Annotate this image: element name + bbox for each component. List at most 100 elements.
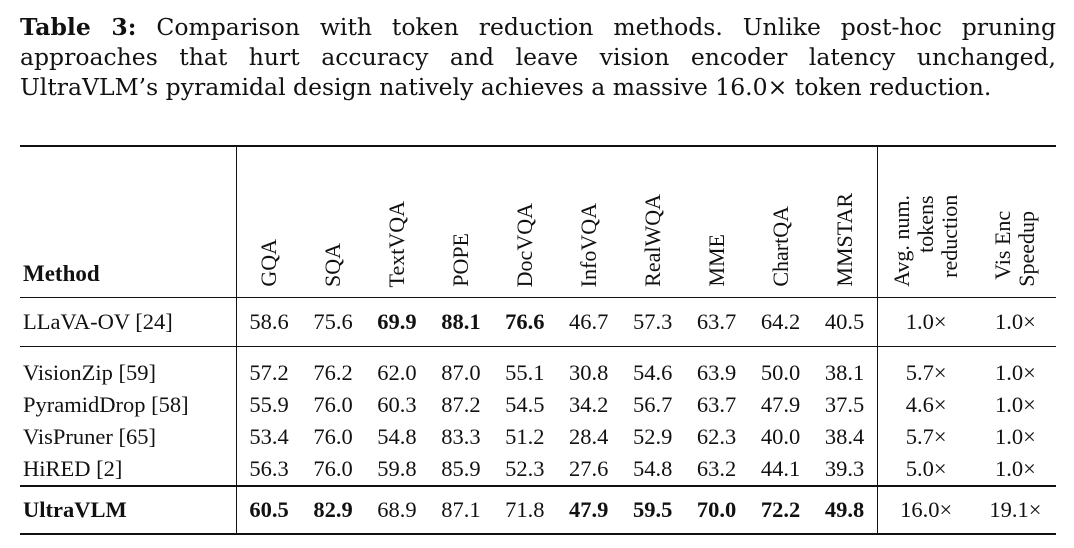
- table-row: HiRED [2] 56.3 76.0 59.8 85.9 52.3 27.6 54.8 63.…: [20, 453, 1056, 486]
- score-cell: 76.0: [313, 392, 353, 417]
- score-cell: 50.0: [760, 360, 801, 385]
- table-row: PyramidDrop [58] 55.9 76.0 60.3 87.2 54.5 34.2…: [20, 389, 1056, 421]
- reduction-cell: 4.6×: [905, 392, 947, 417]
- score-cell: 39.3: [812, 453, 878, 486]
- header-row: Method GQA SQA TextVQA POPE DocVQA InfoV…: [20, 146, 1056, 298]
- table-row: VisPruner [65] 53.4 76.0 54.8 83.3 51.2 28.4 52…: [20, 421, 1056, 453]
- col-header-docvqa: DocVQA: [511, 202, 537, 287]
- score-cell: 54.8: [377, 424, 417, 449]
- score-cell: 63.7: [696, 309, 737, 334]
- score-cell: 40.0: [760, 424, 801, 449]
- score-cell: 63.2: [696, 456, 737, 481]
- score-cell: 51.2: [505, 424, 545, 449]
- speedup-cell: 1.0×: [995, 309, 1036, 334]
- score-cell: 54.6: [632, 360, 673, 385]
- method-cell: HiRED [2]: [20, 453, 237, 486]
- score-cell: 55.9: [249, 392, 289, 417]
- score-cell: 57.3: [632, 309, 673, 334]
- col-header-chartqa: ChartQA: [767, 206, 793, 287]
- score-cell: 46.7: [569, 309, 609, 334]
- score-cell: 62.3: [696, 424, 737, 449]
- speedup-cell: 1.0×: [995, 360, 1036, 385]
- score-cell: 76.0: [313, 456, 353, 481]
- score-cell: 69.9: [377, 309, 417, 334]
- table-caption: Table 3: Comparison with token reduction…: [20, 12, 1056, 102]
- score-cell: 57.2: [249, 360, 289, 385]
- method-header: Method: [20, 146, 237, 298]
- caption-text: Comparison with token reduction methods.…: [20, 13, 1057, 101]
- speedup-cell: 1.0×: [995, 392, 1036, 417]
- score-cell: 56.3: [249, 456, 289, 481]
- score-cell: 68.9: [377, 497, 417, 522]
- table-row: LLaVA-OV [24] 58.6 75.6 69.9 88.1 76.6 46.7 57.…: [20, 297, 1056, 347]
- score-cell: 76.2: [313, 360, 353, 385]
- table-row: UltraVLM 60.5 82.9 68.9 87.1 71.8 47.9 59.5 70.0…: [20, 486, 1056, 534]
- col-header-textvqa: TextVQA: [383, 200, 409, 287]
- score-cell: 72.2: [760, 497, 801, 522]
- score-cell: 40.5: [812, 297, 878, 347]
- score-cell: 30.8: [569, 360, 609, 385]
- score-cell: 64.2: [760, 309, 801, 334]
- col-header-token-reduction: Avg. num. tokens reduction: [889, 195, 963, 287]
- comparison-table: Method GQA SQA TextVQA POPE DocVQA InfoV…: [20, 145, 1056, 535]
- score-cell: 87.1: [441, 497, 481, 522]
- method-cell: LLaVA-OV [24]: [20, 297, 237, 347]
- col-header-realwqa: RealWQA: [639, 194, 665, 287]
- score-cell: 63.9: [696, 360, 737, 385]
- col-header-pope: POPE: [447, 233, 473, 287]
- score-cell: 70.0: [696, 497, 737, 522]
- col-header-infovqa: InfoVQA: [575, 202, 601, 287]
- score-cell: 37.5: [812, 389, 878, 421]
- score-cell: 60.3: [377, 392, 417, 417]
- score-cell: 71.8: [505, 497, 545, 522]
- score-cell: 44.1: [760, 456, 801, 481]
- score-cell: 76.0: [313, 424, 353, 449]
- score-cell: 60.5: [249, 497, 289, 522]
- score-cell: 47.9: [760, 392, 801, 417]
- caption-label: Table 3:: [20, 13, 137, 41]
- score-cell: 38.4: [812, 421, 878, 453]
- score-cell: 54.8: [632, 456, 673, 481]
- method-cell: UltraVLM: [20, 486, 237, 534]
- reduction-cell: 5.7×: [905, 424, 947, 449]
- table-row: VisionZip [59] 57.2 76.2 62.0 87.0 55.1 30.8 54…: [20, 346, 1056, 389]
- method-cell: VisPruner [65]: [20, 421, 237, 453]
- score-cell: 52.9: [632, 424, 673, 449]
- score-cell: 59.8: [377, 456, 417, 481]
- score-cell: 63.7: [696, 392, 737, 417]
- reduction-cell: 16.0×: [900, 497, 953, 522]
- score-cell: 83.3: [441, 424, 481, 449]
- score-cell: 88.1: [441, 309, 481, 334]
- method-cell: VisionZip [59]: [20, 346, 237, 389]
- score-cell: 82.9: [313, 497, 353, 522]
- col-header-mmstar: MMSTAR: [812, 146, 878, 298]
- score-cell: 55.1: [505, 360, 545, 385]
- score-cell: 59.5: [632, 497, 673, 522]
- score-cell: 53.4: [249, 424, 289, 449]
- score-cell: 62.0: [377, 360, 417, 385]
- score-cell: 58.6: [249, 309, 289, 334]
- reduction-cell: 1.0×: [905, 309, 947, 334]
- score-cell: 52.3: [505, 456, 545, 481]
- score-cell: 85.9: [441, 456, 481, 481]
- col-header-gqa: GQA: [256, 239, 282, 287]
- score-cell: 34.2: [569, 392, 609, 417]
- score-cell: 47.9: [569, 497, 609, 522]
- score-cell: 56.7: [632, 392, 673, 417]
- score-cell: 87.2: [441, 392, 481, 417]
- score-cell: 75.6: [313, 309, 353, 334]
- speedup-cell: 19.1×: [989, 497, 1042, 522]
- speedup-cell: 1.0×: [995, 456, 1036, 481]
- score-cell: 54.5: [505, 392, 545, 417]
- method-cell: PyramidDrop [58]: [20, 389, 237, 421]
- score-cell: 87.0: [441, 360, 481, 385]
- score-cell: 38.1: [812, 346, 878, 389]
- score-cell: 28.4: [569, 424, 609, 449]
- reduction-cell: 5.0×: [905, 456, 947, 481]
- score-cell: 76.6: [505, 309, 545, 334]
- col-header-sqa: SQA: [320, 242, 346, 287]
- score-cell: 27.6: [569, 456, 609, 481]
- col-header-mme: MME: [703, 234, 729, 287]
- col-header-vis-enc-speedup: Vis Enc Speedup: [990, 211, 1040, 287]
- speedup-cell: 1.0×: [995, 424, 1036, 449]
